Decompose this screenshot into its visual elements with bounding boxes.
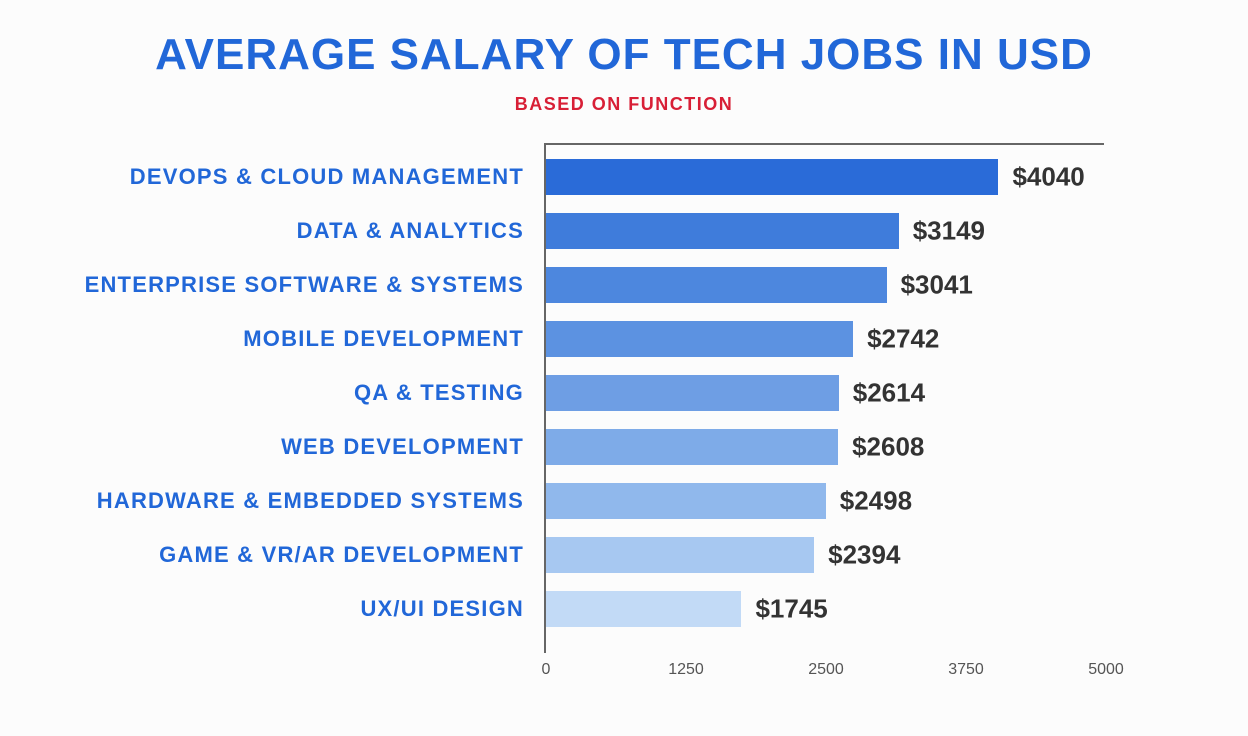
bar-row: DEVOPS & CLOUD MANAGEMENT $4040 [84, 159, 1164, 195]
bar-value-label: $2614 [853, 378, 925, 409]
bar-row: GAME & VR/AR DEVELOPMENT $2394 [84, 537, 1164, 573]
bar [546, 591, 741, 627]
x-axis-tick: 3750 [948, 661, 984, 679]
bar-row: WEB DEVELOPMENT $2608 [84, 429, 1164, 465]
category-label: HARDWARE & EMBEDDED SYSTEMS [84, 488, 524, 514]
bar [546, 213, 899, 249]
category-label: DATA & ANALYTICS [84, 218, 524, 244]
category-label: GAME & VR/AR DEVELOPMENT [84, 542, 524, 568]
x-axis-tick: 1250 [668, 661, 704, 679]
x-axis-tick: 0 [542, 661, 551, 679]
chart-subtitle: BASED ON FUNCTION [0, 94, 1248, 115]
bar-value-label: $1745 [755, 594, 827, 625]
bar-value-label: $2742 [867, 324, 939, 355]
x-axis-tick: 5000 [1088, 661, 1124, 679]
chart-area: DEVOPS & CLOUD MANAGEMENT $4040 DATA & ANA… [84, 143, 1164, 703]
bar [546, 429, 838, 465]
category-label: MOBILE DEVELOPMENT [84, 326, 524, 352]
bar-row: MOBILE DEVELOPMENT $2742 [84, 321, 1164, 357]
bar [546, 267, 887, 303]
category-label: WEB DEVELOPMENT [84, 434, 524, 460]
bar-row: ENTERPRISE SOFTWARE & SYSTEMS $3041 [84, 267, 1164, 303]
bar-value-label: $3149 [913, 216, 985, 247]
bar [546, 159, 998, 195]
bar [546, 375, 839, 411]
bar [546, 537, 814, 573]
category-label: QA & TESTING [84, 380, 524, 406]
bar-value-label: $2394 [828, 540, 900, 571]
category-label: ENTERPRISE SOFTWARE & SYSTEMS [84, 272, 524, 298]
bar [546, 321, 853, 357]
bar-value-label: $3041 [901, 270, 973, 301]
category-label: DEVOPS & CLOUD MANAGEMENT [84, 164, 524, 190]
bar-row: UX/UI DESIGN $1745 [84, 591, 1164, 627]
bar-value-label: $2498 [840, 486, 912, 517]
bar-row: HARDWARE & EMBEDDED SYSTEMS $2498 [84, 483, 1164, 519]
bar-row: QA & TESTING $2614 [84, 375, 1164, 411]
x-axis-tick: 2500 [808, 661, 844, 679]
chart-container: AVERAGE SALARY OF TECH JOBS IN USD BASED… [0, 0, 1248, 736]
chart-title: AVERAGE SALARY OF TECH JOBS IN USD [0, 30, 1248, 80]
category-label: UX/UI DESIGN [84, 596, 524, 622]
bar-value-label: $2608 [852, 432, 924, 463]
bar [546, 483, 826, 519]
bar-value-label: $4040 [1012, 162, 1084, 193]
bar-row: DATA & ANALYTICS $3149 [84, 213, 1164, 249]
